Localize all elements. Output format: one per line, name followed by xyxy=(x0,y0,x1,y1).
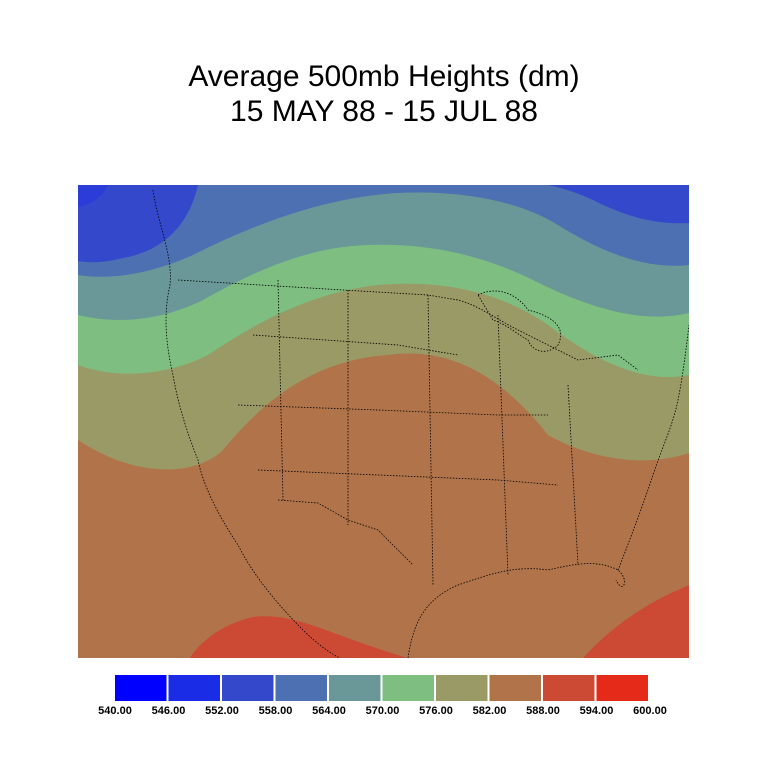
legend-swatch-594.00 xyxy=(596,675,648,701)
legend-swatch-552.00 xyxy=(222,675,274,701)
band-552-558 xyxy=(78,185,198,263)
legend-swatch-588.00 xyxy=(543,675,595,701)
legend-swatch-576.00 xyxy=(436,675,488,701)
legend-swatch-540.00 xyxy=(115,675,167,701)
legend-label-552: 552.00 xyxy=(205,705,239,717)
map-title-line-1: Average 500mb Heights (dm) xyxy=(188,60,580,93)
band-588-594-southeast xyxy=(583,585,689,658)
band-558-564 xyxy=(78,185,689,277)
legend-label-540: 540.00 xyxy=(98,705,132,717)
legend-label-558: 558.00 xyxy=(258,705,293,717)
state-line-8 xyxy=(567,384,579,566)
legend-label-582: 582.00 xyxy=(472,705,507,717)
state-line-1 xyxy=(252,334,459,356)
west-coast-line xyxy=(152,189,341,658)
state-line-4 xyxy=(277,279,284,501)
legend-label-588: 588.00 xyxy=(526,705,560,717)
band-552-558-east xyxy=(548,185,689,224)
legend-label-546: 546.00 xyxy=(151,705,186,717)
state-line-3 xyxy=(257,469,559,486)
gulf-coast-line xyxy=(407,563,625,658)
map-title-line-2: 15 MAY 88 - 15 JUL 88 xyxy=(230,95,538,128)
legend-swatch-582.00 xyxy=(489,675,541,701)
legend-label-594: 594.00 xyxy=(579,705,614,717)
legend-label-576: 576.00 xyxy=(419,705,453,717)
band-546-552 xyxy=(78,185,108,207)
legend-label-600: 600.00 xyxy=(633,705,667,717)
state-line-6 xyxy=(427,294,434,586)
state-line-7 xyxy=(497,314,509,576)
color-legend xyxy=(115,675,648,701)
legend-label-564: 564.00 xyxy=(312,705,346,717)
legend-swatch-564.00 xyxy=(329,675,381,701)
legend-swatch-558.00 xyxy=(275,675,327,701)
height-map xyxy=(78,185,689,658)
east-coast-line xyxy=(617,324,689,571)
great-lakes-outline xyxy=(477,290,561,352)
legend-label-570: 570.00 xyxy=(365,705,400,717)
legend-swatch-570.00 xyxy=(382,675,434,701)
legend-swatch-546.00 xyxy=(168,675,220,701)
state-line-2 xyxy=(237,404,548,416)
band-588-594-south xyxy=(190,616,408,658)
us-canada-border xyxy=(177,279,639,371)
